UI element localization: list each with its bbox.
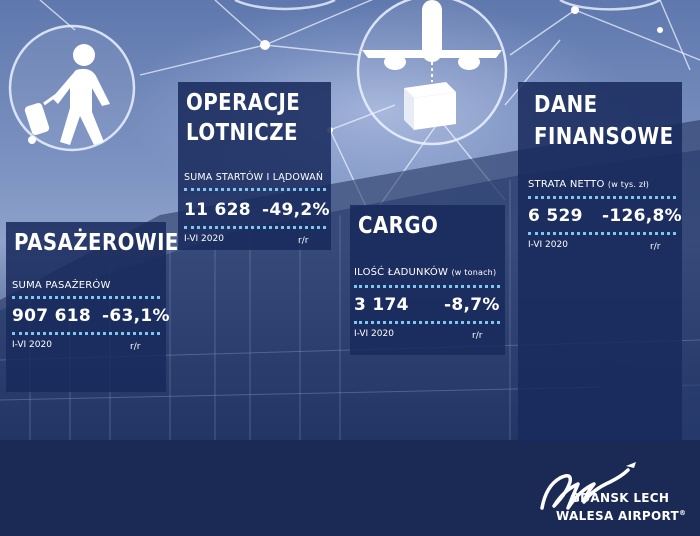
finance-subtitle-text: STRATA NETTO — [528, 179, 605, 190]
finance-panel: DANE FINANSOWE STRATA NETTO (w tys. zł) … — [518, 82, 682, 442]
operations-change-label: r/r — [298, 236, 309, 246]
dotted-divider — [528, 232, 676, 235]
dotted-divider — [184, 188, 326, 191]
passenger-luggage-icon — [8, 24, 136, 152]
cargo-change-label: r/r — [472, 331, 483, 341]
passengers-subtitle: SUMA PASAŻERÓW — [12, 280, 111, 291]
passengers-panel: PASAŻEROWIE SUMA PASAŻERÓW 907 618 -63,1… — [6, 222, 178, 392]
finance-subtitle-unit: (w tys. zł) — [607, 180, 650, 189]
dotted-divider — [354, 285, 500, 288]
operations-value: 11 628 — [184, 200, 251, 220]
airplane-icon — [356, 0, 508, 146]
dotted-divider — [354, 321, 500, 324]
operations-period: I-VI 2020 — [184, 234, 224, 244]
operations-title-line1: OPERACJE — [186, 90, 301, 116]
cargo-subtitle-text: ILOŚĆ ŁADUNKÓW — [354, 267, 449, 278]
passengers-change-label: r/r — [130, 342, 141, 352]
finance-title-line2: FINANSOWE — [534, 124, 674, 150]
dotted-divider — [184, 226, 326, 229]
finance-change: -126,8% — [602, 206, 682, 226]
finance-title-line1: DANE — [534, 92, 598, 118]
cargo-box-icon — [404, 82, 456, 130]
finance-period: I-VI 2020 — [528, 240, 568, 250]
passengers-value: 907 618 — [12, 306, 91, 326]
cargo-value: 3 174 — [354, 295, 409, 315]
finance-subtitle: STRATA NETTO (w tys. zł) — [528, 179, 649, 190]
logo-trademark: ® — [679, 509, 687, 517]
cargo-period: I-VI 2020 — [354, 329, 394, 339]
cargo-change: -8,7% — [444, 295, 500, 315]
dotted-divider — [12, 332, 160, 335]
operations-title-line2: LOTNICZE — [186, 120, 298, 146]
passengers-period: I-VI 2020 — [12, 340, 52, 350]
dotted-divider — [12, 296, 160, 299]
dotted-divider — [528, 196, 676, 199]
operations-panel: OPERACJE LOTNICZE SUMA STARTÓW I LĄDOWAŃ… — [178, 82, 331, 250]
footer-band — [0, 440, 700, 536]
cargo-subtitle-unit: (w tonach) — [451, 268, 497, 277]
cargo-title: CARGO — [358, 213, 439, 239]
cargo-panel: CARGO ILOŚĆ ŁADUNKÓW (w tonach) 3 174 -8… — [350, 205, 505, 355]
cargo-subtitle: ILOŚĆ ŁADUNKÓW (w tonach) — [354, 267, 496, 278]
logo-line2: WALESA AIRPORT® — [556, 509, 686, 523]
finance-change-label: r/r — [650, 242, 661, 252]
operations-subtitle: SUMA STARTÓW I LĄDOWAŃ — [184, 172, 324, 183]
passengers-change: -63,1% — [102, 306, 170, 326]
airport-logo — [540, 462, 636, 510]
passengers-title: PASAŻEROWIE — [14, 230, 179, 256]
logo-line1: GDANSK LECH — [570, 491, 670, 505]
logo-line2-text: WALESA AIRPORT — [556, 509, 680, 523]
finance-value: 6 529 — [528, 206, 583, 226]
operations-change: -49,2% — [262, 200, 330, 220]
